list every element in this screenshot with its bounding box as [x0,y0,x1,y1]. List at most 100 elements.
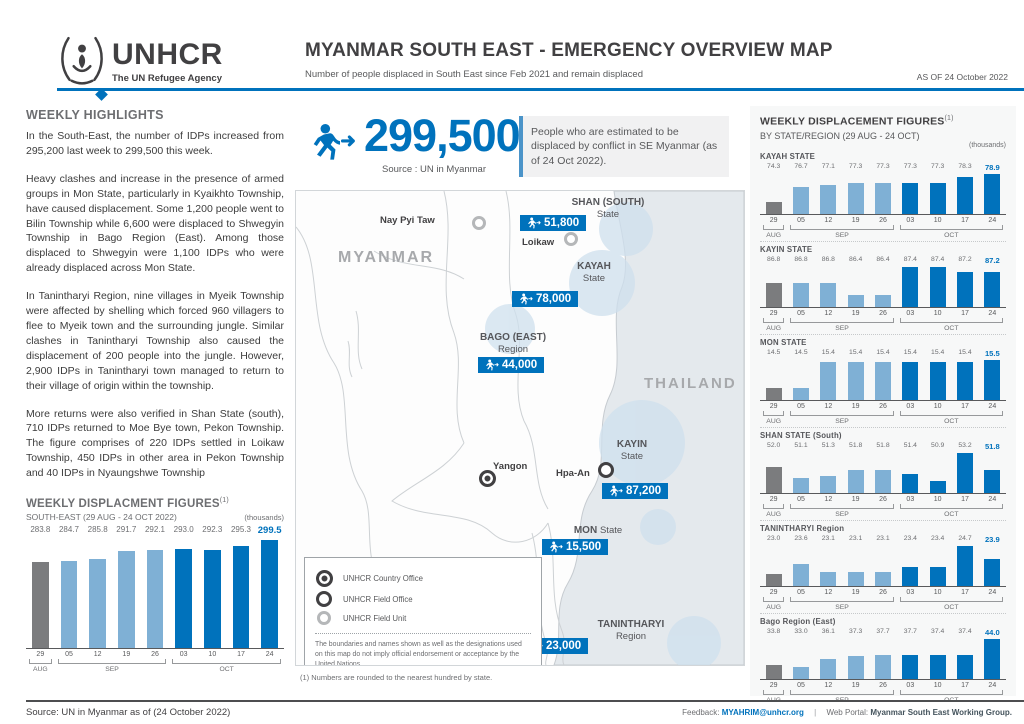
bar-value-label: 36.1 [821,627,835,635]
axis-groups: AUG SEP OCT [760,503,1006,518]
axis-tick-label: 29 [769,216,778,224]
footer-links: Feedback: MYAHRIM@unhcr.org | Web Portal… [682,708,1012,717]
web-portal-label: Web Portal: [826,708,869,717]
bar [765,467,782,493]
bar-value-label: 15.5 [984,348,1000,358]
axis-group-label: OCT [897,596,1006,611]
bars [760,265,1006,307]
web-portal-link[interactable]: Myanmar South East Working Group. [870,708,1012,717]
bar [984,638,1001,679]
state-charts-title: WEEKLY DISPLACEMENT FIGURES(1) [760,115,954,128]
bar-value-label: 23.6 [794,534,808,542]
bars [760,637,1006,679]
axis-tick-label: 10 [933,495,942,503]
bar-value-label: 15.4 [849,348,863,356]
axis-tick-label: 12 [824,495,833,503]
bar [765,664,782,679]
bar-value-label: 283.8 [30,524,51,534]
state-chart-section: SHAN STATE (South) 52.0 51.1 51.3 51.8 51.8 5… [760,431,1006,521]
legend-label: UNHCR Field Unit [343,613,407,623]
bar [957,272,973,307]
bar-value-label: 299.5 [257,524,282,536]
bar [820,362,837,400]
se-chart-unit: (thousands) [244,512,284,522]
feedback-email-link[interactable]: MYAHRIM@unhcr.org [721,708,804,717]
bar-value-label: 37.7 [876,627,890,635]
bar-value-label: 77.3 [876,162,890,170]
displacement-badge: 44,000 [478,357,545,373]
state-bar-chart: 14.5 14.5 15.4 15.4 15.4 15.4 15.4 15.4 15.5 29 05… [760,349,1006,425]
legend-item: UNHCR Field Office [315,591,531,607]
axis-tick-label: 29 [769,588,778,596]
axis-tick-label: 05 [65,650,73,658]
axis-tick-label: 10 [933,681,942,689]
weekly-highlights-panel: WEEKLY HIGHLIGHTS In the South-East, the… [26,108,284,673]
axis-group-label: AUG [760,317,787,332]
bar [902,183,919,214]
axis-tick-label: 29 [36,650,45,658]
axis-tick-label: 12 [93,650,102,658]
axis-group-label: SEP [787,317,896,332]
runner-icon [610,485,623,497]
runner-icon [520,293,533,305]
axis-tick-label: 10 [933,588,942,596]
bar [875,362,891,400]
state-bar-chart: 74.3 76.7 77.1 77.3 77.3 77.3 77.3 78.3 78.9 29 05… [760,163,1006,239]
country-label-thailand: THAILAND [644,375,737,392]
bar-value-label: 77.3 [849,162,863,170]
bar [118,550,135,648]
se-chart-subtitle: SOUTH-EAST (29 AUG - 24 OCT 2022) [26,511,177,522]
state-charts-unit: (thousands) [969,141,1006,149]
state-chart-title: SHAN STATE (South) [760,430,842,440]
bar-value-label: 285.8 [87,524,108,534]
field-unit-icon [317,611,331,625]
state-chart-section: KAYIN STATE 86.8 86.8 86.8 86.4 86.4 87.4 87.4… [760,245,1006,335]
bar [847,571,864,586]
x-axis: 29 05 12 19 26 03 10 17 24 [26,647,284,658]
axis-tick-label: 03 [906,681,915,689]
footnote-mark: (1) [944,115,954,122]
map-legend: UNHCR Country Office UNHCR Field Office UN… [304,557,542,665]
state-chart-title: KAYAH STATE [760,151,816,161]
bar [929,183,946,214]
bar-value-label: 51.8 [984,441,1000,451]
bar-value-label: 23.0 [767,534,781,542]
bar [847,294,864,307]
weekly-highlights-title: WEEKLY HIGHLIGHTS [26,108,164,122]
bar-value-label: 23.4 [903,534,917,542]
axis-tick-label: 26 [879,588,887,596]
bar-value-label: 86.8 [794,255,808,263]
axis-tick-label: 03 [906,402,915,410]
axis-tick-label: 24 [988,681,997,689]
runner-icon [550,541,563,553]
bar [847,655,864,679]
runner-icon [486,359,499,371]
region-label: KAYIN State [616,439,648,462]
bar [984,359,1001,400]
x-axis: 29 05 12 19 26 03 10 17 24 [760,306,1006,317]
axis-tick-label: 03 [906,495,915,503]
axis-group-label: SEP [787,224,896,239]
bars [760,172,1006,214]
bar [902,266,919,307]
bar-value-label: 37.3 [849,627,863,635]
feedback-label: Feedback: [682,708,720,717]
footer-separator: | [814,708,817,717]
bar [847,183,864,214]
bar [929,655,946,679]
displacement-value: 87,200 [626,485,662,497]
axis-group-label: SEP [787,503,896,518]
legend-label: UNHCR Country Office [343,574,424,583]
axis-tick-label: 05 [797,309,805,317]
state-chart-title: Bago Region (East) [760,616,836,626]
bar [929,362,946,400]
bar [875,571,891,586]
axis-tick-label: 24 [988,309,997,317]
bar [820,184,837,214]
bar [957,362,973,400]
bar-value-label: 51.3 [821,441,835,449]
bar-value-label: 37.4 [931,627,945,635]
page-subtitle: Number of people displaced in South East… [305,69,643,80]
axis-group-label: OCT [897,410,1006,425]
